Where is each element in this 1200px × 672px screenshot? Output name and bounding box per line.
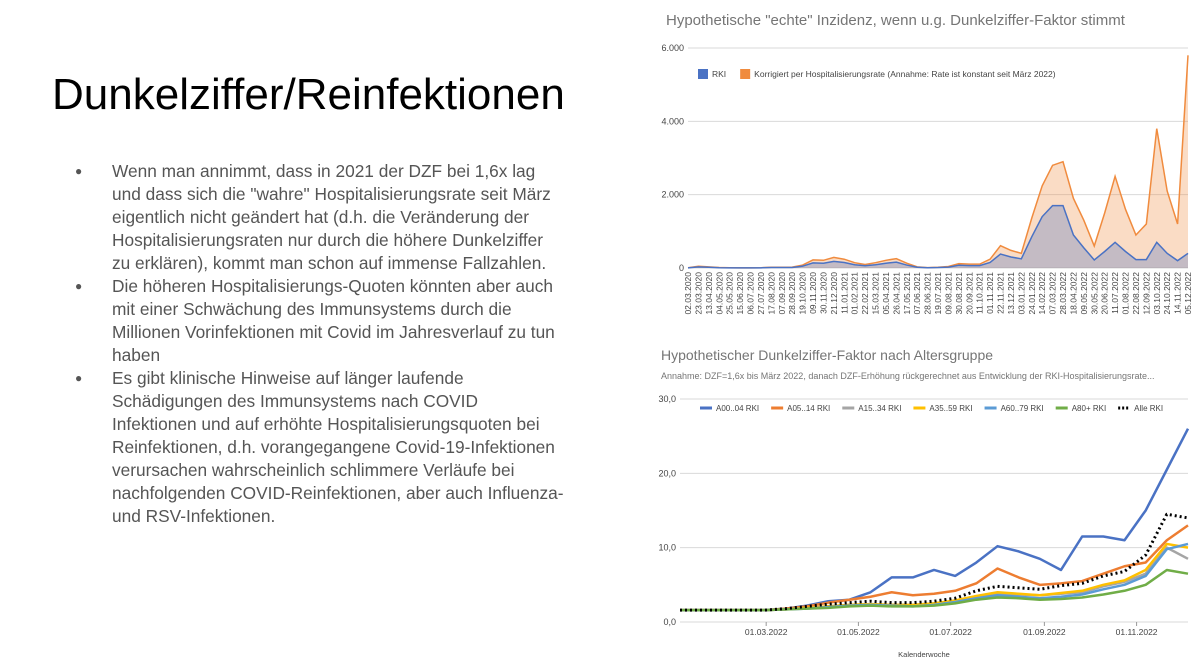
area-line (687, 204, 1189, 269)
x-tick-label: 15.03.2021 (871, 272, 881, 315)
x-tick-label: 30.11.2020 (818, 272, 828, 314)
y-tick-label: 0,0 (663, 617, 676, 627)
legend-label: Alle RKI (1134, 404, 1163, 413)
line (680, 546, 1189, 612)
x-tick-label: 01.08.2022 (1121, 272, 1131, 315)
x-tick-label: 13.04.2020 (704, 272, 714, 315)
y-tick-label: 2.000 (661, 190, 684, 200)
x-tick-label: 09.08.2021 (943, 272, 953, 315)
x-tick-label: 30.05.2022 (1089, 272, 1099, 315)
x-tick-label: 07.09.2020 (777, 272, 787, 315)
y-tick-label: 30,0 (658, 394, 676, 404)
legend-label: Korrigiert per Hospitalisierungsrate (An… (754, 69, 1056, 79)
y-tick-label: 4.000 (661, 116, 684, 126)
x-tick-label: 22.02.2021 (860, 272, 870, 315)
x-tick-label: 07.06.2021 (912, 272, 922, 315)
x-tick-label: 14.02.2022 (1037, 272, 1047, 315)
legend-label: A00..04 RKI (716, 404, 759, 413)
x-tick-label: 20.09.2021 (964, 272, 974, 315)
y-tick-label: 10,0 (658, 543, 676, 553)
legend-swatch (740, 69, 751, 79)
x-tick-label: 18.04.2022 (1068, 272, 1078, 315)
x-tick-label: 28.06.2021 (923, 272, 933, 315)
x-tick-label: 01.07.2022 (929, 627, 972, 637)
legend-label: RKI (712, 69, 726, 79)
x-tick-label: 06.07.2020 (746, 272, 756, 315)
line (680, 568, 1189, 612)
line (680, 542, 1189, 612)
x-tick-label: 01.11.2021 (985, 272, 995, 314)
x-tick-label: 11.01.2021 (839, 272, 849, 314)
x-tick-label: 03.10.2022 (1152, 272, 1162, 315)
x-tick-label: 17.05.2021 (902, 272, 912, 315)
x-tick-label: 11.07.2022 (1110, 272, 1120, 314)
x-tick-label: 01.11.2022 (1116, 627, 1158, 637)
x-tick-label: 30.08.2021 (954, 272, 964, 315)
slide-title: Dunkelziffer/Reinfektionen (52, 70, 565, 119)
x-tick-label: 27.07.2020 (756, 272, 766, 315)
x-tick-label: 22.11.2021 (996, 272, 1006, 314)
line (680, 512, 1189, 612)
legend-swatch (698, 69, 708, 79)
x-tick-label: 21.12.2020 (829, 272, 839, 315)
area (688, 55, 1188, 269)
legend-label: A05..14 RKI (787, 404, 830, 413)
x-tick-label: 01.02.2021 (850, 272, 860, 315)
x-tick-label: 09.05.2022 (1079, 272, 1089, 315)
x-tick-label: 17.08.2020 (766, 272, 776, 315)
x-tick-label: 09.11.2020 (808, 272, 818, 314)
x-tick-label: 28.09.2020 (787, 272, 797, 315)
x-tick-label: 20.06.2022 (1100, 272, 1110, 315)
x-tick-label: 14.11.2022 (1173, 272, 1183, 314)
x-tick-label: 04.05.2020 (714, 272, 724, 315)
legend-label: A35..59 RKI (929, 404, 972, 413)
x-tick-label: 05.12.2022 (1183, 272, 1193, 315)
x-tick-label: 13.12.2021 (1006, 272, 1016, 315)
chart-title: Hypothetischer Dunkelziffer-Faktor nach … (661, 347, 993, 363)
area (688, 205, 1188, 268)
y-tick-label: 20,0 (658, 468, 676, 478)
y-tick-label: 0 (679, 263, 684, 273)
chart-title: Hypothetische "echte" Inzidenz, wenn u.g… (666, 12, 1126, 29)
x-tick-label: 01.05.2022 (837, 627, 880, 637)
x-tick-label: 28.03.2022 (1058, 272, 1068, 315)
x-tick-label: 24.10.2022 (1162, 272, 1172, 315)
x-tick-label: 19.07.2021 (933, 272, 943, 315)
bullet: Es gibt klinische Hinweise auf länger la… (75, 367, 565, 528)
x-tick-label: 23.03.2020 (693, 272, 703, 315)
x-tick-label: 24.01.2022 (1027, 272, 1037, 315)
x-axis-label: Kalenderwoche (898, 650, 950, 659)
x-tick-label: 26.04.2021 (891, 272, 901, 315)
line (680, 542, 1189, 612)
x-tick-label: 01.03.2022 (745, 627, 788, 637)
legend-label: A80+ RKI (1072, 404, 1106, 413)
x-tick-label: 22.08.2022 (1131, 272, 1141, 315)
bullet: Wenn man annimmt, dass in 2021 der DZF b… (75, 160, 565, 275)
x-tick-label: 25.05.2020 (725, 272, 735, 315)
x-tick-label: 11.10.2021 (975, 272, 985, 314)
legend-label: A60..79 RKI (1001, 404, 1044, 413)
bullet: Die höheren Hospitalisierungs-Quoten kön… (75, 275, 565, 367)
bullet-list: Wenn man annimmt, dass in 2021 der DZF b… (75, 160, 565, 528)
y-tick-label: 6.000 (661, 43, 684, 53)
legend-label: A15..34 RKI (858, 404, 901, 413)
x-tick-label: 07.03.2022 (1048, 272, 1058, 315)
x-tick-label: 02.03.2020 (683, 272, 693, 315)
x-tick-label: 15.06.2020 (735, 272, 745, 315)
chart-subtitle: Annahme: DZF=1,6x bis März 2022, danach … (661, 371, 1155, 381)
x-tick-label: 19.10.2020 (798, 272, 808, 315)
x-tick-label: 05.04.2021 (881, 272, 891, 315)
x-tick-label: 03.01.2022 (1016, 272, 1026, 315)
x-tick-label: 12.09.2022 (1141, 272, 1151, 315)
x-tick-label: 01.09.2022 (1023, 627, 1066, 637)
